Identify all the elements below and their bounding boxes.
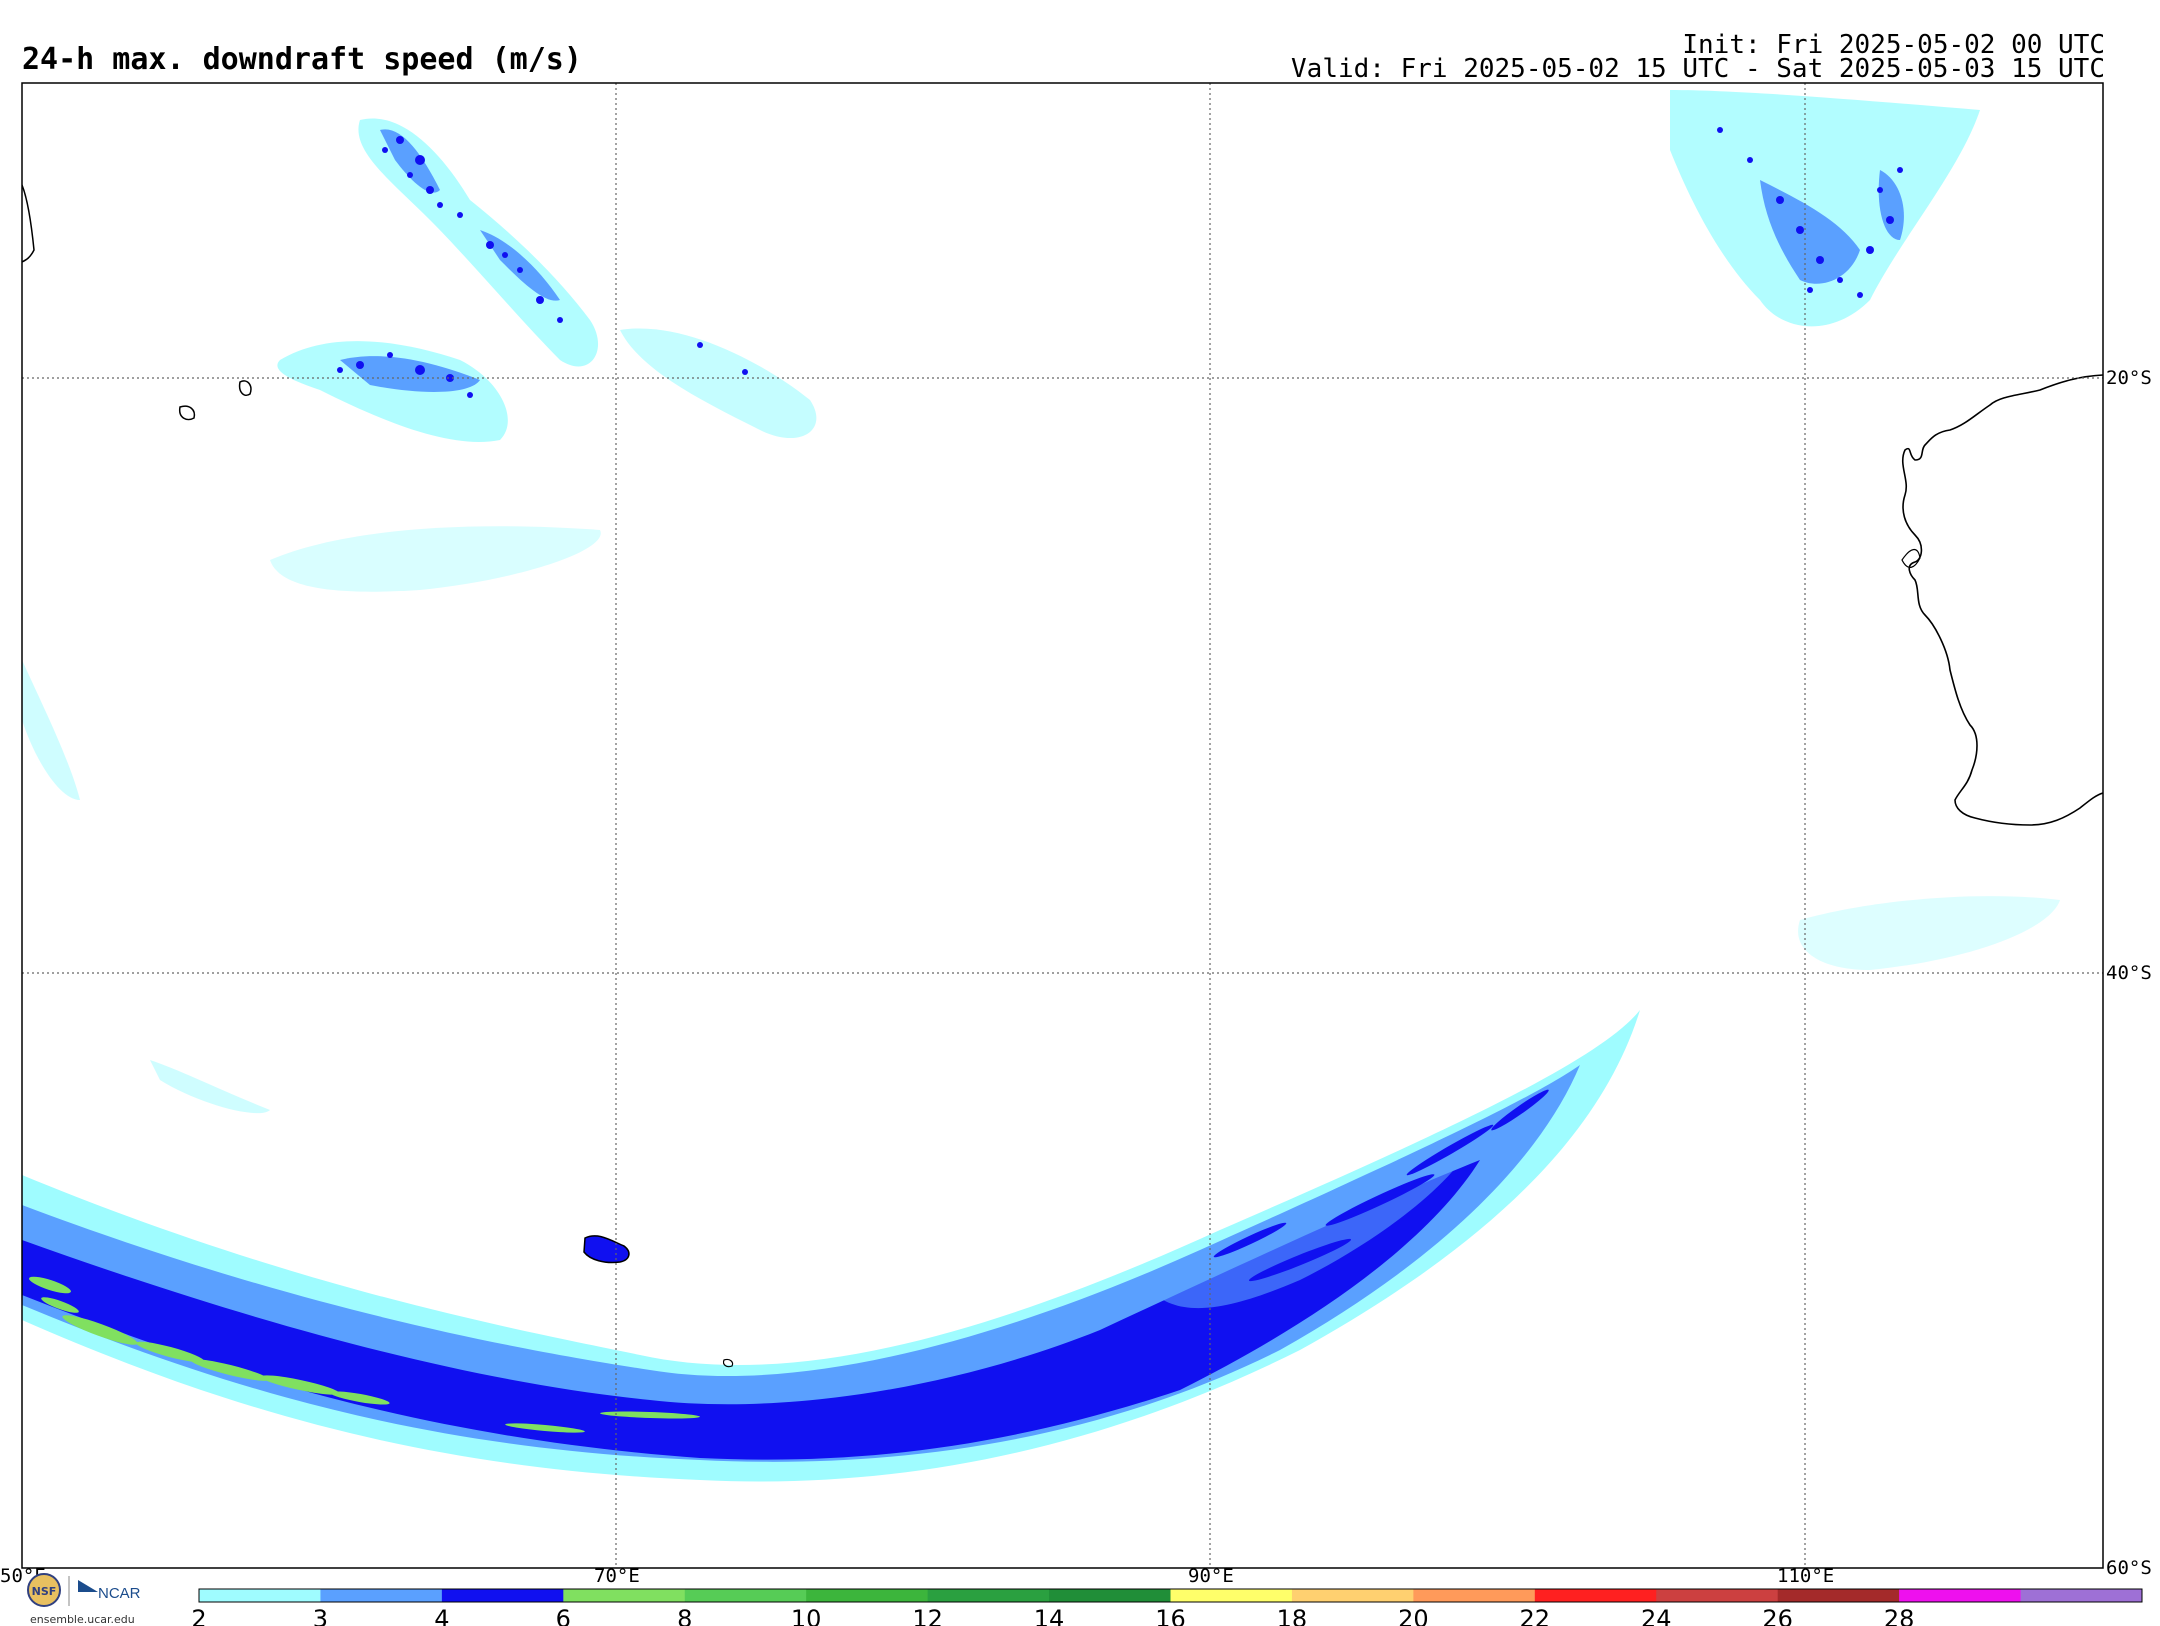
- colorbar-swatch: [927, 1589, 1050, 1602]
- colorbar-label: 16: [1155, 1605, 1186, 1626]
- colorbar-label: 14: [1034, 1605, 1065, 1626]
- colorbar-label: 26: [1762, 1605, 1793, 1626]
- sw-patch: [150, 1060, 270, 1114]
- graticule: [22, 83, 2103, 1568]
- colorbar-label: 28: [1884, 1605, 1915, 1626]
- madagascar-outline: [22, 184, 35, 263]
- colorbar-swatch: [1656, 1589, 1779, 1602]
- colorbar-swatch: [199, 1589, 321, 1602]
- map-frame: [21, 82, 2104, 1569]
- colorbar-frame: [198, 1588, 2143, 1603]
- lat-label-60s: 60°S: [2106, 1557, 2152, 1579]
- band-level-2-sparse: [1150, 1130, 1480, 1309]
- ne-convection: [1670, 90, 1980, 327]
- init-time: Init: Fri 2025-05-02 00 UTC: [1682, 30, 2105, 60]
- colorbar-label: 2: [191, 1605, 206, 1626]
- band-streaks: [1213, 1089, 1549, 1282]
- ncar-text: NCAR: [98, 1585, 141, 1602]
- band-level-4: [22, 1160, 1480, 1460]
- colorbar-label: 12: [912, 1605, 943, 1626]
- colorbar-label: 4: [434, 1605, 449, 1626]
- colorbar-swatch: [1413, 1589, 1536, 1602]
- ncar-logo: NSF NCAR: [27, 1573, 141, 1607]
- colorbar-label: 3: [313, 1605, 328, 1626]
- map-title: 24-h max. downdraft speed (m/s): [22, 42, 582, 77]
- colorbar-label: 8: [677, 1605, 692, 1626]
- colorbar-label: 18: [1277, 1605, 1308, 1626]
- west-edge-patch: [22, 660, 80, 800]
- nsf-badge-text: NSF: [32, 1585, 57, 1598]
- colorbar-label: 20: [1398, 1605, 1429, 1626]
- se-patch: [1798, 896, 2060, 970]
- colorbar: 2 3 4 6 8 10 12 14 16 18 20 22 24 26 28: [191, 1588, 2143, 1626]
- colorbar-swatch: [2020, 1589, 2143, 1602]
- colorbar-swatch: [441, 1589, 564, 1602]
- lon-label-70e: 70°E: [594, 1565, 640, 1587]
- colorbar-swatch: [563, 1589, 686, 1602]
- kerguelen-islands: [583, 1235, 630, 1264]
- lat-label-20s: 20°S: [2106, 367, 2152, 389]
- colorbar-swatch: [684, 1589, 807, 1602]
- colorbar-swatch: [1291, 1589, 1414, 1602]
- heard-island: [722, 1358, 734, 1368]
- australia-coastline: [1901, 374, 2103, 826]
- ncar-mark-icon: [78, 1580, 98, 1592]
- lon-label-110e: 110°E: [1777, 1565, 1834, 1587]
- lat-label-40s: 40°S: [2106, 962, 2152, 984]
- colorbar-label: 22: [1520, 1605, 1551, 1626]
- lon-label-90e: 90°E: [1188, 1565, 1234, 1587]
- valid-time: Valid: Fri 2025-05-02 15 UTC - Sat 2025-…: [1291, 54, 2105, 84]
- colorbar-swatch: [806, 1589, 929, 1602]
- mauritius-outline: [238, 380, 252, 396]
- reunion-outline: [178, 405, 196, 421]
- colorbar-swatch: [1534, 1589, 1657, 1602]
- colorbar-swatch: [1899, 1589, 2022, 1602]
- band-level-6: [29, 1276, 700, 1433]
- colorbar-swatch: [1170, 1589, 1293, 1602]
- colorbar-swatch: [1777, 1589, 1900, 1602]
- site-url: ensemble.ucar.edu: [30, 1613, 135, 1626]
- colorbar-swatch: [1049, 1589, 1171, 1602]
- shark-bay-outline: [1901, 549, 1921, 568]
- nw-convection: [270, 118, 817, 592]
- downdraft-field: [22, 90, 2103, 1482]
- nsf-badge-icon: [27, 1573, 61, 1607]
- colorbar-label: 10: [791, 1605, 822, 1626]
- colorbar-swatch: [320, 1589, 443, 1602]
- colorbar-label: 24: [1641, 1605, 1672, 1626]
- colorbar-label: 6: [556, 1605, 571, 1626]
